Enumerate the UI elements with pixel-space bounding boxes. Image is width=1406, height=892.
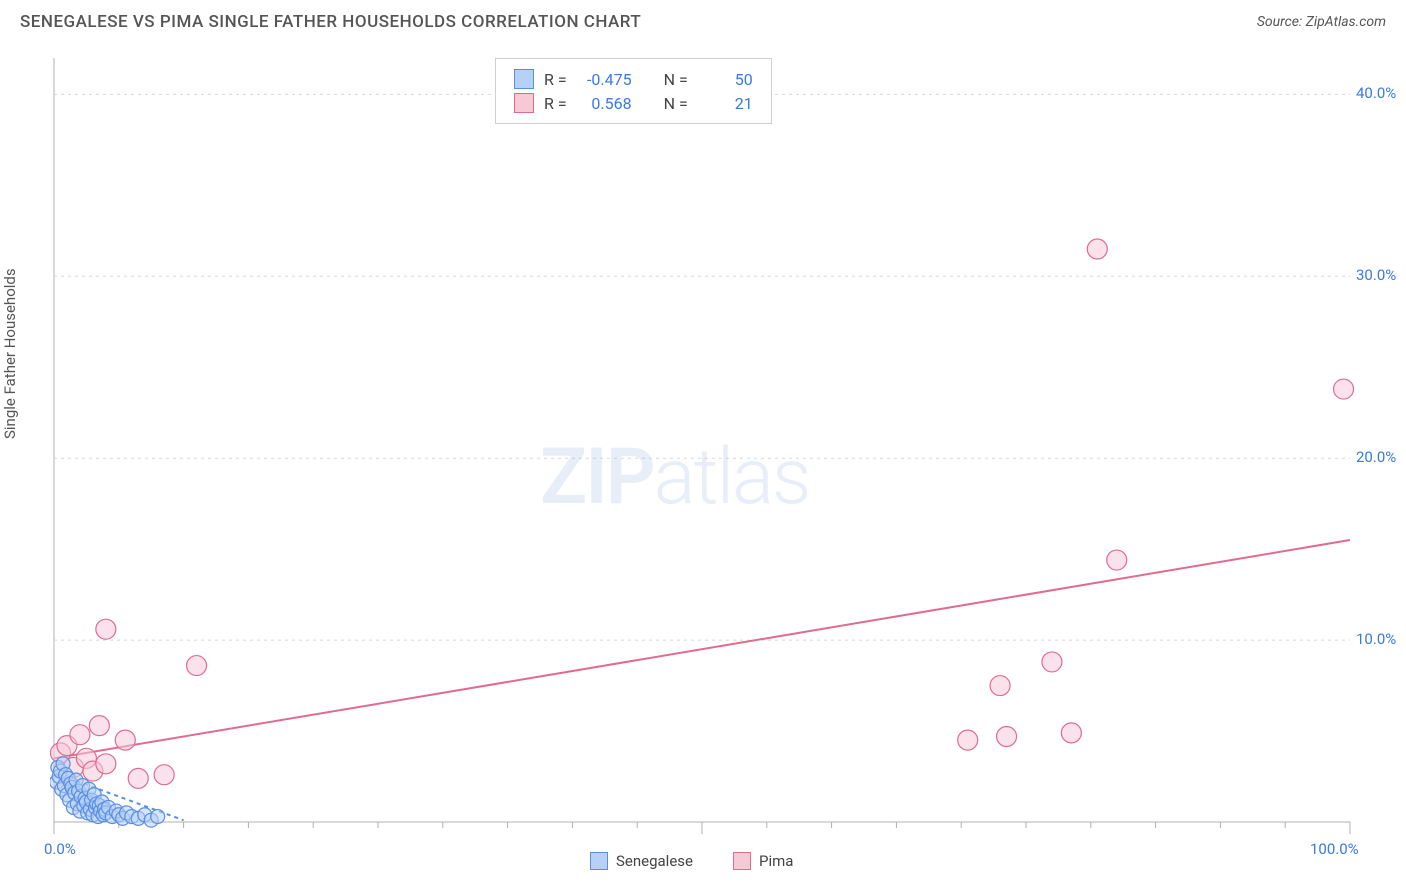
x-axis-min-label: 0.0% <box>44 840 76 858</box>
stats-row-senegalese: R = -0.475 N = 50 <box>514 67 753 91</box>
r-value-pima: 0.568 <box>577 94 632 113</box>
swatch-senegalese <box>514 69 534 89</box>
n-label: N = <box>664 70 688 89</box>
swatch-pima <box>514 93 534 113</box>
y-axis-label: Single Father Households <box>1 268 19 439</box>
r-label: R = <box>544 70 567 89</box>
legend-label-pima: Pima <box>759 852 793 870</box>
r-value-senegalese: -0.475 <box>577 70 632 89</box>
y-tick-label: 20.0% <box>1356 448 1396 466</box>
legend-swatch-pima <box>733 852 751 870</box>
legend-item-pima: Pima <box>733 852 793 870</box>
chart-title: SENEGALESE VS PIMA SINGLE FATHER HOUSEHO… <box>20 12 641 32</box>
legend-label-senegalese: Senegalese <box>616 852 693 870</box>
n-label: N = <box>664 94 688 113</box>
y-tick-label: 30.0% <box>1356 266 1396 284</box>
r-label: R = <box>544 94 567 113</box>
y-tick-label: 10.0% <box>1356 630 1396 648</box>
chart-area: ZIPatlas R = -0.475 N = 50 R = 0.568 N =… <box>50 52 1390 842</box>
n-value-senegalese: 50 <box>698 70 753 89</box>
stats-box: R = -0.475 N = 50 R = 0.568 N = 21 <box>495 58 772 124</box>
y-tick-label: 40.0% <box>1356 84 1396 102</box>
chart-source: Source: ZipAtlas.com <box>1257 14 1386 30</box>
stats-row-pima: R = 0.568 N = 21 <box>514 91 753 115</box>
scatter-plot <box>50 52 1390 842</box>
legend-swatch-senegalese <box>590 852 608 870</box>
legend-item-senegalese: Senegalese <box>590 852 693 870</box>
x-axis-max-label: 100.0% <box>1310 840 1359 858</box>
bottom-legend: Senegalese Pima <box>590 852 793 870</box>
chart-header: SENEGALESE VS PIMA SINGLE FATHER HOUSEHO… <box>0 0 1406 40</box>
n-value-pima: 21 <box>698 94 753 113</box>
